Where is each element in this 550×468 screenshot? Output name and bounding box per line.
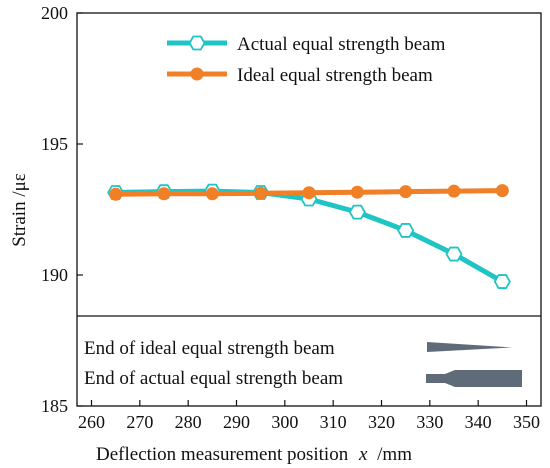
y-tick-label: 190 (41, 265, 68, 285)
x-tick-label: 270 (126, 412, 153, 432)
legend-label-ideal: Ideal equal strength beam (237, 65, 433, 86)
tick-labels: 260 270 280 290 300 310 320 330 340 350 185 190 195 2… (41, 3, 540, 432)
x-axis-title-variable: x (358, 444, 368, 465)
ideal-beam-end-shape (427, 342, 512, 352)
legend-label-actual: Actual equal strength beam (237, 34, 446, 55)
legend-marker-ideal (190, 67, 204, 81)
actual-beam-end-shape (426, 370, 522, 387)
y-tick-label: 185 (41, 396, 68, 416)
data-point-actual (348, 204, 366, 220)
data-point-ideal (350, 185, 364, 199)
data-point-ideal (447, 184, 461, 198)
data-point-ideal (399, 185, 413, 199)
y-axis-title: Strain /με (9, 173, 30, 247)
y-tick-label: 195 (41, 134, 68, 154)
data-point-ideal (302, 186, 316, 200)
series-actual (107, 183, 511, 289)
inset-label-ideal: End of ideal equal strength beam (84, 338, 335, 359)
x-tick-label: 340 (465, 412, 492, 432)
series-layer (107, 183, 511, 289)
axis-ticks (77, 12, 528, 407)
x-tick-label: 290 (223, 412, 250, 432)
data-point-actual (493, 274, 511, 289)
legend-item-ideal: Ideal equal strength beam (167, 65, 433, 86)
data-point-ideal (109, 187, 123, 201)
x-axis-title-text: Deflection measurement position (96, 444, 349, 465)
plot-frame (76, 12, 542, 407)
data-point-ideal (205, 187, 219, 201)
legend-item-actual: Actual equal strength beam (167, 34, 446, 55)
data-point-ideal (254, 186, 268, 200)
data-point-actual (397, 223, 415, 238)
x-tick-label: 350 (513, 412, 540, 432)
data-point-ideal (157, 187, 171, 201)
x-tick-label: 260 (78, 412, 105, 432)
inset-label-actual: End of actual equal strength beam (84, 368, 343, 389)
x-tick-label: 280 (175, 412, 202, 432)
legend: Actual equal strength beam Ideal equal s… (167, 34, 446, 86)
x-axis-title-unit: /mm (377, 444, 412, 465)
data-point-actual (445, 246, 463, 262)
inset-box: End of ideal equal strength beam End of … (77, 315, 541, 389)
x-tick-label: 320 (368, 412, 395, 432)
x-tick-label: 310 (320, 412, 347, 432)
data-point-ideal (495, 184, 509, 198)
y-tick-label: 200 (41, 3, 68, 23)
x-axis-title: Deflection measurement position x /mm (96, 444, 412, 465)
x-tick-label: 330 (416, 412, 443, 432)
series-ideal (109, 184, 509, 201)
x-tick-label: 300 (271, 412, 298, 432)
legend-marker-actual (188, 35, 206, 51)
